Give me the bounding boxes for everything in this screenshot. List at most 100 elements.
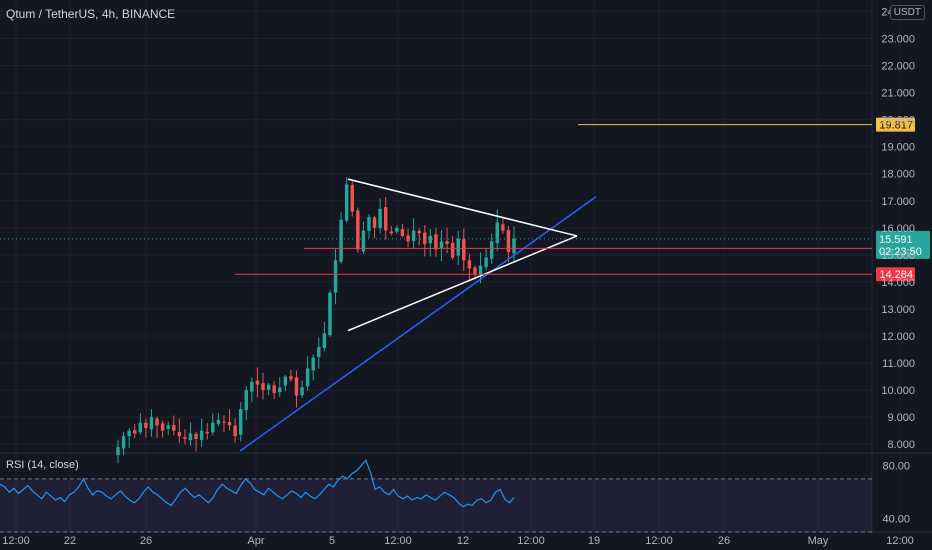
candle-body xyxy=(222,421,226,423)
level-tag xyxy=(876,117,915,132)
candle-body xyxy=(255,380,260,385)
candle-body xyxy=(305,368,310,387)
symbol-title: Qtum / TetherUS, 4h, BINANCE xyxy=(6,7,176,21)
price-tick-label: 14.000 xyxy=(881,277,915,289)
time-tick-label: 19 xyxy=(588,535,600,547)
currency-badge[interactable]: USDT xyxy=(889,5,925,20)
rsi-line xyxy=(0,459,515,508)
candle-body xyxy=(172,425,176,431)
candle-body xyxy=(417,230,421,234)
time-axis[interactable]: 12:00 22 26 Apr 5 12:00 12 12:00 19 12:00 26 May 12:… xyxy=(2,535,914,547)
price-tick-label: 22.000 xyxy=(881,61,915,73)
candle-body xyxy=(467,260,472,269)
candle-body xyxy=(423,232,427,245)
candle-body xyxy=(216,419,221,424)
candle-body xyxy=(450,242,455,258)
price-tick-label: 15.000 xyxy=(881,250,915,262)
price-tick-label: 9.000 xyxy=(887,412,915,424)
triangle-lower-line[interactable] xyxy=(347,235,578,332)
price-tick-label: 21.000 xyxy=(881,88,915,100)
candle-body xyxy=(428,235,433,244)
candle-body xyxy=(445,241,449,245)
candle-body xyxy=(395,227,399,232)
candle-body xyxy=(389,231,394,234)
price-tick-label: 23.000 xyxy=(881,33,915,45)
candle-body xyxy=(199,430,204,440)
candle-body xyxy=(160,423,165,431)
candle-body xyxy=(317,346,321,357)
candle-body xyxy=(144,422,148,429)
candle-body xyxy=(456,238,460,256)
time-tick-label: 26 xyxy=(140,535,152,547)
candle-body xyxy=(127,430,131,437)
candle-body xyxy=(361,230,366,252)
price-tick-label: 12.000 xyxy=(881,331,915,343)
candle-body xyxy=(328,292,332,336)
price-tick-label: 10.000 xyxy=(881,385,915,397)
candles xyxy=(116,177,516,464)
candle-body xyxy=(311,357,315,371)
candle-body xyxy=(272,385,276,393)
candle-body xyxy=(227,421,232,426)
candle-body xyxy=(506,229,511,253)
rsi-panel[interactable]: 80.00 40.00 xyxy=(0,459,910,533)
price-tick-label: 20.000 xyxy=(881,115,915,127)
candle-body xyxy=(289,376,293,380)
candle-body xyxy=(489,241,494,259)
candle-body xyxy=(372,217,377,228)
candle-body xyxy=(166,425,170,429)
time-tick-label: 12:00 xyxy=(517,535,545,547)
last-price-tag xyxy=(876,230,930,259)
candle-body xyxy=(238,409,243,435)
countdown-value: 02:23:50 xyxy=(879,246,922,258)
time-tick-label: 12:00 xyxy=(645,535,673,547)
rsi-band xyxy=(0,478,872,532)
rsi-tick-label: 80.00 xyxy=(882,461,910,473)
candle-body xyxy=(211,422,215,433)
candle-body xyxy=(439,241,444,249)
rsi-title: RSI (14, close) xyxy=(6,459,79,471)
time-tick-label: May xyxy=(808,535,829,547)
candle-body xyxy=(205,431,209,434)
candle-body xyxy=(261,383,265,391)
price-tick-label: 11.000 xyxy=(882,358,915,370)
candle-body xyxy=(300,387,304,396)
price-tick-label: 19.000 xyxy=(881,142,915,154)
candle-body xyxy=(339,219,343,262)
time-tick-label: 12:00 xyxy=(2,535,30,547)
time-tick-label: Apr xyxy=(247,535,264,547)
candle-body xyxy=(233,425,237,437)
candle-body xyxy=(250,382,254,392)
time-tick-label: 22 xyxy=(64,535,76,547)
candle-body xyxy=(138,422,143,433)
candle-body xyxy=(478,265,483,274)
candle-body xyxy=(294,377,299,396)
time-tick-label: 12:00 xyxy=(886,535,914,547)
price-tick-label: 8.000 xyxy=(887,439,915,451)
candle-body xyxy=(194,434,198,439)
triangle-upper-line[interactable] xyxy=(347,178,578,237)
candle-body xyxy=(495,222,499,244)
candle-body xyxy=(188,433,193,441)
candle-body xyxy=(322,333,327,348)
price-tick-label: 18.000 xyxy=(881,169,915,181)
candle-body xyxy=(400,229,405,236)
price-tick-label: 13.000 xyxy=(881,304,915,316)
candle-body xyxy=(344,184,349,221)
candle-body xyxy=(462,239,466,261)
candle-body xyxy=(473,267,477,274)
level-value: 14.284 xyxy=(879,269,913,281)
candle-body xyxy=(356,210,360,250)
candle-body xyxy=(434,234,438,250)
candle-body xyxy=(283,376,288,386)
level-tag xyxy=(876,267,915,282)
candle-body xyxy=(244,390,249,411)
candle-body xyxy=(278,387,282,393)
candle-body xyxy=(512,238,516,253)
time-tick-label: 5 xyxy=(329,535,335,547)
candle-body xyxy=(266,384,271,390)
candle-body xyxy=(484,257,488,268)
